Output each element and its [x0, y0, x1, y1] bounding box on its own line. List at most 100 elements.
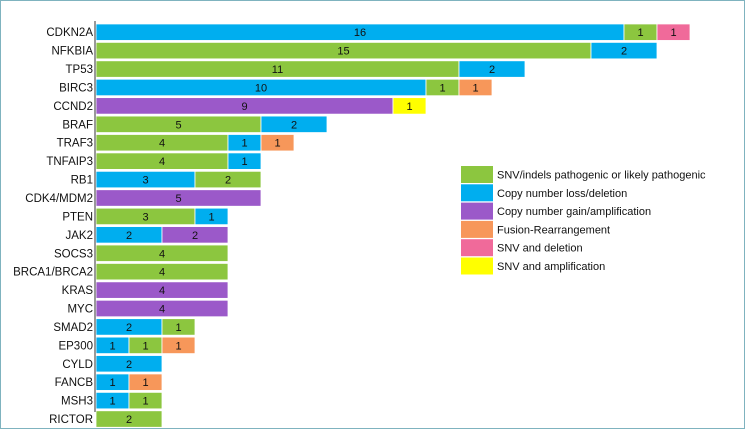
bar-value-label-msh3-1: 1 — [142, 396, 148, 408]
gene-label-pten: PTEN — [62, 211, 93, 223]
bar-value-label-pten-0: 3 — [142, 211, 148, 223]
bar-value-label-traf3-2: 1 — [274, 138, 280, 150]
bar-segment-kras-0 — [95, 281, 229, 299]
legend: SNV/indels pathogenic or likely pathogen… — [461, 166, 706, 275]
bar-value-label-myc-0: 4 — [159, 304, 165, 316]
legend-swatch-4 — [461, 239, 493, 257]
gene-label-smad2: SMAD2 — [53, 322, 93, 334]
bar-segment-braf-1 — [260, 115, 328, 133]
gene-label-jak2: JAK2 — [66, 230, 94, 242]
bar-value-label-jak2-0: 2 — [126, 230, 132, 242]
bar-value-label-ep300-2: 1 — [175, 340, 181, 352]
bar-segment-myc-0 — [95, 299, 229, 318]
legend-label-2: Copy number gain/amplification — [497, 206, 651, 218]
bar-value-label-tnfaip3-1: 1 — [241, 156, 247, 168]
gene-label-ep300: EP300 — [58, 340, 93, 352]
bar-value-label-nfkbia-1: 2 — [621, 46, 627, 58]
bar-value-label-cdkn2a-0: 16 — [354, 27, 366, 39]
gene-label-cyld: CYLD — [62, 359, 93, 371]
bar-segment-tnfaip3-1 — [227, 152, 262, 170]
bar-segment-smad2-1 — [161, 318, 196, 336]
bar-value-label-msh3-0: 1 — [109, 396, 115, 408]
bar-value-label-pten-1: 1 — [208, 211, 214, 223]
bar-value-label-ep300-1: 1 — [142, 340, 148, 352]
bar-segment-rb1-1 — [194, 170, 262, 189]
bar-value-label-tp53-1: 2 — [489, 64, 495, 76]
bar-value-label-cyld-0: 2 — [126, 359, 132, 371]
legend-swatch-0 — [461, 166, 493, 183]
legend-swatch-5 — [461, 257, 493, 275]
gene-label-rictor: RICTOR — [49, 414, 93, 426]
gene-label-fancb: FANCB — [55, 377, 94, 389]
bar-value-label-traf3-0: 4 — [159, 138, 165, 150]
bar-value-label-birc3-1: 1 — [439, 82, 445, 94]
gene-label-myc: MYC — [67, 304, 93, 316]
bar-value-label-birc3-0: 10 — [255, 82, 267, 94]
legend-label-3: Fusion-Rearrangement — [497, 224, 610, 236]
bar-segment-nfkbia-1 — [590, 41, 658, 60]
gene-label-traf3: TRAF3 — [57, 138, 93, 150]
gene-label-braf: BRAF — [62, 119, 93, 131]
bar-value-label-fancb-1: 1 — [142, 377, 148, 389]
bar-segment-brca1-brca2-0 — [95, 263, 229, 281]
bar-value-label-ccnd2-1: 1 — [406, 101, 412, 113]
bar-segment-birc3-2 — [458, 78, 493, 97]
bar-value-label-smad2-1: 1 — [175, 322, 181, 334]
bar-segment-socs3-0 — [95, 244, 229, 262]
legend-label-0: SNV/indels pathogenic or likely pathogen… — [497, 170, 706, 182]
gene-label-ccnd2: CCND2 — [53, 101, 93, 113]
bar-value-label-nfkbia-0: 15 — [337, 46, 349, 58]
bar-segment-fancb-1 — [128, 373, 163, 391]
bar-value-label-cdkn2a-1: 1 — [637, 27, 643, 39]
legend-swatch-2 — [461, 202, 493, 220]
legend-swatch-3 — [461, 220, 493, 238]
bar-value-label-rb1-0: 3 — [142, 175, 148, 187]
bar-value-label-ep300-0: 1 — [109, 340, 115, 352]
gene-label-brca1-brca2: BRCA1/BRCA2 — [13, 267, 93, 279]
bar-value-label-brca1-brca2-0: 4 — [159, 267, 165, 279]
bar-value-label-cdk4-mdm2-0: 5 — [175, 193, 181, 205]
legend-swatch-1 — [461, 184, 493, 202]
bar-value-label-socs3-0: 4 — [159, 248, 165, 260]
bar-value-label-fancb-0: 1 — [109, 377, 115, 389]
bar-segment-tp53-1 — [458, 60, 526, 78]
legend-label-4: SNV and deletion — [497, 243, 583, 255]
legend-label-5: SNV and amplification — [497, 261, 605, 273]
bar-value-label-jak2-1: 2 — [192, 230, 198, 242]
bar-segment-ccnd2-1 — [392, 97, 427, 115]
gene-label-rb1: RB1 — [71, 175, 93, 187]
bar-segment-cdkn2a-2 — [656, 23, 691, 41]
bar-value-label-rb1-1: 2 — [225, 175, 231, 187]
gene-label-cdk4-mdm2: CDK4/MDM2 — [25, 193, 93, 205]
bar-value-label-kras-0: 4 — [159, 285, 165, 297]
gene-label-socs3: SOCS3 — [54, 248, 93, 260]
bar-value-label-tnfaip3-0: 4 — [159, 156, 165, 168]
bar-value-label-cdkn2a-2: 1 — [670, 27, 676, 39]
gene-label-tp53: TP53 — [66, 64, 94, 76]
bar-value-label-tp53-0: 11 — [272, 64, 283, 76]
gene-label-msh3: MSH3 — [61, 396, 93, 408]
bar-value-label-traf3-1: 1 — [241, 138, 247, 150]
bar-value-label-rictor-0: 2 — [126, 414, 132, 426]
bar-segment-jak2-1 — [161, 226, 229, 244]
bar-segment-cdk4-mdm2-0 — [95, 189, 262, 207]
gene-label-cdkn2a: CDKN2A — [46, 27, 93, 39]
bar-segment-rictor-0 — [95, 410, 163, 428]
gene-label-nfkbia: NFKBIA — [51, 46, 93, 58]
bar-segment-msh3-1 — [128, 391, 163, 410]
bar-value-label-braf-0: 5 — [175, 119, 181, 131]
bar-value-label-ccnd2-0: 9 — [241, 101, 247, 113]
gene-label-tnfaip3: TNFAIP3 — [46, 156, 93, 168]
bar-segment-ep300-2 — [161, 336, 196, 355]
bar-value-label-birc3-2: 1 — [472, 82, 478, 94]
legend-label-1: Copy number loss/deletion — [497, 188, 627, 200]
gene-label-kras: KRAS — [62, 285, 94, 297]
gene-label-birc3: BIRC3 — [59, 82, 93, 94]
bar-segment-cyld-0 — [95, 355, 163, 373]
bar-segment-traf3-2 — [260, 134, 295, 152]
bar-segment-pten-1 — [194, 207, 229, 226]
bar-value-label-smad2-0: 2 — [126, 322, 132, 334]
